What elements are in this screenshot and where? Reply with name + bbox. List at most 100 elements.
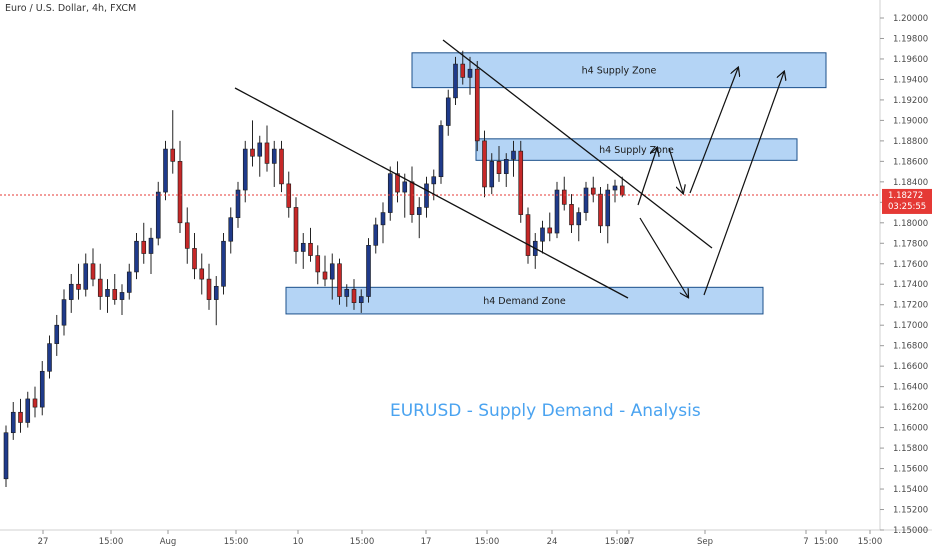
trendlines[interactable] bbox=[234, 39, 713, 299]
candle-body bbox=[482, 140, 487, 188]
candle-body bbox=[322, 271, 328, 280]
zone-box[interactable] bbox=[475, 138, 798, 161]
zone-box[interactable] bbox=[411, 52, 827, 89]
zone-label: h4 Demand Zone bbox=[483, 296, 566, 307]
time-tick-label: 15:00 bbox=[605, 537, 630, 547]
candle-body bbox=[105, 289, 110, 297]
arrow-down-from-supply[interactable] bbox=[668, 147, 683, 193]
candle-body bbox=[10, 411, 16, 434]
candle-body bbox=[134, 240, 139, 273]
price-tick-label: 1.16400 bbox=[893, 383, 928, 393]
price-tick-label: 1.20000 bbox=[893, 14, 928, 24]
candle-body bbox=[90, 263, 96, 280]
price-tick-label: 1.18400 bbox=[893, 178, 928, 188]
candle-body bbox=[373, 224, 379, 246]
candle-body bbox=[366, 245, 371, 297]
arrow-up-to-supply[interactable] bbox=[637, 148, 657, 206]
candle-body bbox=[569, 204, 574, 226]
candle-body bbox=[83, 263, 89, 290]
time-tick-label: 10 bbox=[293, 537, 304, 547]
candle-body bbox=[300, 242, 306, 252]
candle-body bbox=[540, 227, 545, 242]
time-tick-label: 27 bbox=[624, 537, 635, 547]
candle-body bbox=[329, 263, 335, 280]
price-tick-label: 1.16600 bbox=[893, 362, 928, 372]
price-tick-label: 1.17000 bbox=[893, 321, 928, 331]
candle-body bbox=[489, 161, 495, 188]
arrow-up-from-demand[interactable] bbox=[703, 72, 784, 296]
candle-body bbox=[590, 187, 596, 195]
candle-body bbox=[32, 398, 38, 408]
price-tick-label: 1.15800 bbox=[893, 444, 928, 454]
price-tick-label: 1.19000 bbox=[893, 116, 928, 126]
candle-body bbox=[228, 217, 234, 242]
candle-body bbox=[431, 176, 437, 185]
candle-body bbox=[286, 183, 292, 208]
upper-trendline[interactable] bbox=[234, 87, 629, 299]
time-tick-label: 15:00 bbox=[814, 537, 839, 547]
candle-body bbox=[141, 240, 147, 254]
price-tick-label: 1.17400 bbox=[893, 280, 928, 290]
candle-body bbox=[206, 278, 212, 300]
time-tick-label: 15:00 bbox=[475, 537, 500, 547]
price-tick-label: 1.19200 bbox=[893, 96, 928, 106]
price-tick-label: 1.17800 bbox=[893, 239, 928, 249]
candle-body bbox=[554, 189, 560, 234]
candle-body bbox=[518, 150, 524, 215]
candle-body bbox=[97, 278, 103, 297]
projection-arrows[interactable] bbox=[637, 68, 784, 297]
candle-body bbox=[293, 207, 299, 252]
candle-body bbox=[380, 212, 386, 226]
candle-body bbox=[242, 148, 248, 191]
candle-body bbox=[76, 283, 81, 290]
time-tick-label: 15:00 bbox=[99, 537, 124, 547]
candle-body bbox=[3, 432, 9, 480]
candle-body bbox=[337, 263, 342, 297]
candle-body bbox=[148, 237, 154, 254]
candle-body bbox=[170, 148, 176, 162]
candle-body bbox=[18, 411, 23, 423]
candle-body bbox=[163, 148, 168, 193]
candle-body bbox=[112, 289, 118, 300]
price-tick-label: 1.16200 bbox=[893, 403, 928, 413]
candle-body bbox=[126, 271, 132, 293]
price-tick-label: 1.19600 bbox=[893, 55, 928, 65]
price-tick-label: 1.18000 bbox=[893, 219, 928, 229]
zone-label: h4 Supply Zone bbox=[599, 145, 674, 156]
lower-trendline[interactable] bbox=[442, 39, 713, 249]
candle-body bbox=[619, 185, 625, 196]
candle-body bbox=[525, 214, 531, 256]
candle-body bbox=[344, 289, 350, 297]
candle-body bbox=[61, 299, 67, 326]
arrow-down-to-demand[interactable] bbox=[639, 217, 688, 297]
candle-body bbox=[213, 285, 219, 300]
candle-body bbox=[155, 191, 161, 239]
time-tick-label: 27 bbox=[38, 537, 49, 547]
candle-body bbox=[547, 227, 553, 234]
candle-body bbox=[453, 63, 458, 99]
symbol-label: Euro / U.S. Dollar, 4h, FXCM bbox=[5, 3, 136, 14]
candle-body bbox=[221, 240, 226, 287]
candle-body bbox=[54, 324, 60, 344]
price-tick-label: 1.16000 bbox=[893, 424, 928, 434]
candle-body bbox=[25, 398, 31, 423]
arrow-up-to-upper-supply[interactable] bbox=[689, 68, 738, 194]
chart-caption: EURUSD - Supply Demand - Analysis bbox=[390, 401, 701, 421]
candle-body bbox=[358, 296, 364, 303]
time-tick-label: Aug bbox=[160, 537, 177, 547]
time-tick-label: 15:00 bbox=[350, 537, 375, 547]
zones: h4 Supply Zone h4 Supply Zone h4 Demand Zo… bbox=[285, 52, 827, 315]
time-tick-label: 17 bbox=[421, 537, 432, 547]
candle-body bbox=[511, 150, 516, 160]
candle-body bbox=[605, 189, 611, 227]
price-tick-label: 1.16800 bbox=[893, 342, 928, 352]
candle-body bbox=[496, 161, 502, 174]
candle-body bbox=[503, 159, 509, 174]
candle-body bbox=[177, 161, 183, 224]
price-tick-label: 1.15000 bbox=[893, 526, 928, 536]
candle-body bbox=[467, 68, 473, 78]
candle-body bbox=[474, 68, 480, 142]
zone-label: h4 Supply Zone bbox=[582, 66, 657, 77]
